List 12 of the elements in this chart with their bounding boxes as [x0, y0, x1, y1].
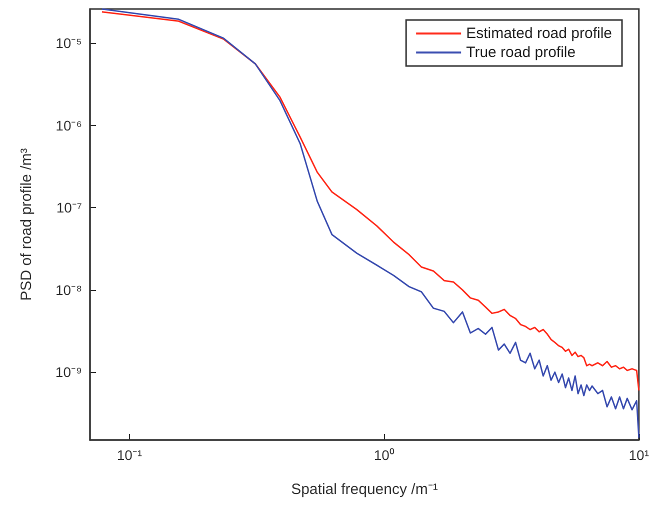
- y-axis-title: PSD of road profile /m³: [18, 148, 35, 301]
- legend-label: True road profile: [466, 44, 576, 61]
- y-tick-label: 10⁻⁵: [56, 35, 82, 52]
- x-tick-label: 10⁻¹: [116, 447, 142, 463]
- y-tick-label: 10⁻⁷: [56, 200, 82, 216]
- legend-label: Estimated road profile: [466, 25, 612, 42]
- y-tick-label: 10⁻⁶: [56, 117, 82, 134]
- y-tick-label: 10⁻⁸: [56, 282, 82, 298]
- x-tick-label: 10⁰: [374, 447, 394, 463]
- y-tick-label: 10⁻⁹: [55, 364, 82, 380]
- x-tick-label: 10¹: [628, 447, 650, 463]
- x-axis-title: Spatial frequency /m⁻¹: [291, 481, 438, 498]
